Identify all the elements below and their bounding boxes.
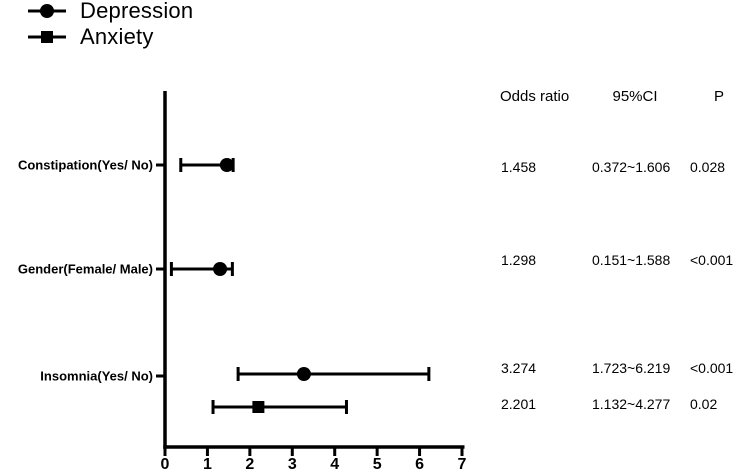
x-tick-label: 2	[245, 456, 254, 473]
table-cell-odds-ratio: 3.274	[501, 360, 537, 376]
table-cell-p: 0.02	[690, 396, 718, 412]
table-cell-ci: 0.151~1.588	[592, 252, 671, 268]
depression-circle-marker-icon	[28, 4, 66, 18]
table-cell-odds-ratio: 1.298	[501, 252, 537, 268]
table-header-p: P	[713, 88, 724, 105]
x-tick-label: 7	[458, 456, 467, 473]
odds-ratio-marker-circle	[213, 262, 228, 276]
x-tick-label: 0	[161, 456, 170, 473]
table-cell-ci: 0.372~1.606	[592, 159, 671, 175]
table-cell-p: 0.028	[690, 159, 726, 175]
odds-ratio-marker-circle	[296, 367, 311, 381]
x-tick-label: 5	[373, 456, 382, 473]
x-tick-label: 4	[330, 456, 339, 473]
legend-item-depression: Depression	[28, 0, 193, 24]
table-cell-odds-ratio: 2.201	[501, 396, 537, 412]
x-tick-label: 6	[415, 456, 424, 473]
legend: Depression Anxiety	[28, 0, 193, 50]
category-label: Constipation(Yes/ No)	[18, 158, 153, 173]
table-cell-p: <0.001	[690, 360, 734, 376]
legend-label-depression: Depression	[80, 0, 194, 23]
odds-ratio-marker-square	[252, 401, 265, 413]
table-cell-odds-ratio: 1.458	[501, 159, 537, 175]
table-cell-ci: 1.723~6.219	[592, 360, 671, 376]
category-label: Gender(Female/ Male)	[18, 262, 153, 277]
anxiety-square-marker-icon	[28, 31, 66, 43]
table-cell-ci: 1.132~4.277	[592, 396, 671, 412]
odds-ratio-marker-circle	[219, 158, 234, 172]
legend-item-anxiety: Anxiety	[28, 24, 193, 50]
legend-label-anxiety: Anxiety	[80, 24, 154, 49]
table-header-odds-ratio: Odds ratio	[500, 88, 570, 105]
x-tick-label: 1	[203, 456, 212, 473]
table-header-ci: 95%CI	[612, 88, 658, 105]
table-cell-p: <0.001	[690, 252, 734, 268]
x-tick-label: 3	[288, 456, 297, 473]
category-label: Insomnia(Yes/ No)	[40, 369, 153, 384]
